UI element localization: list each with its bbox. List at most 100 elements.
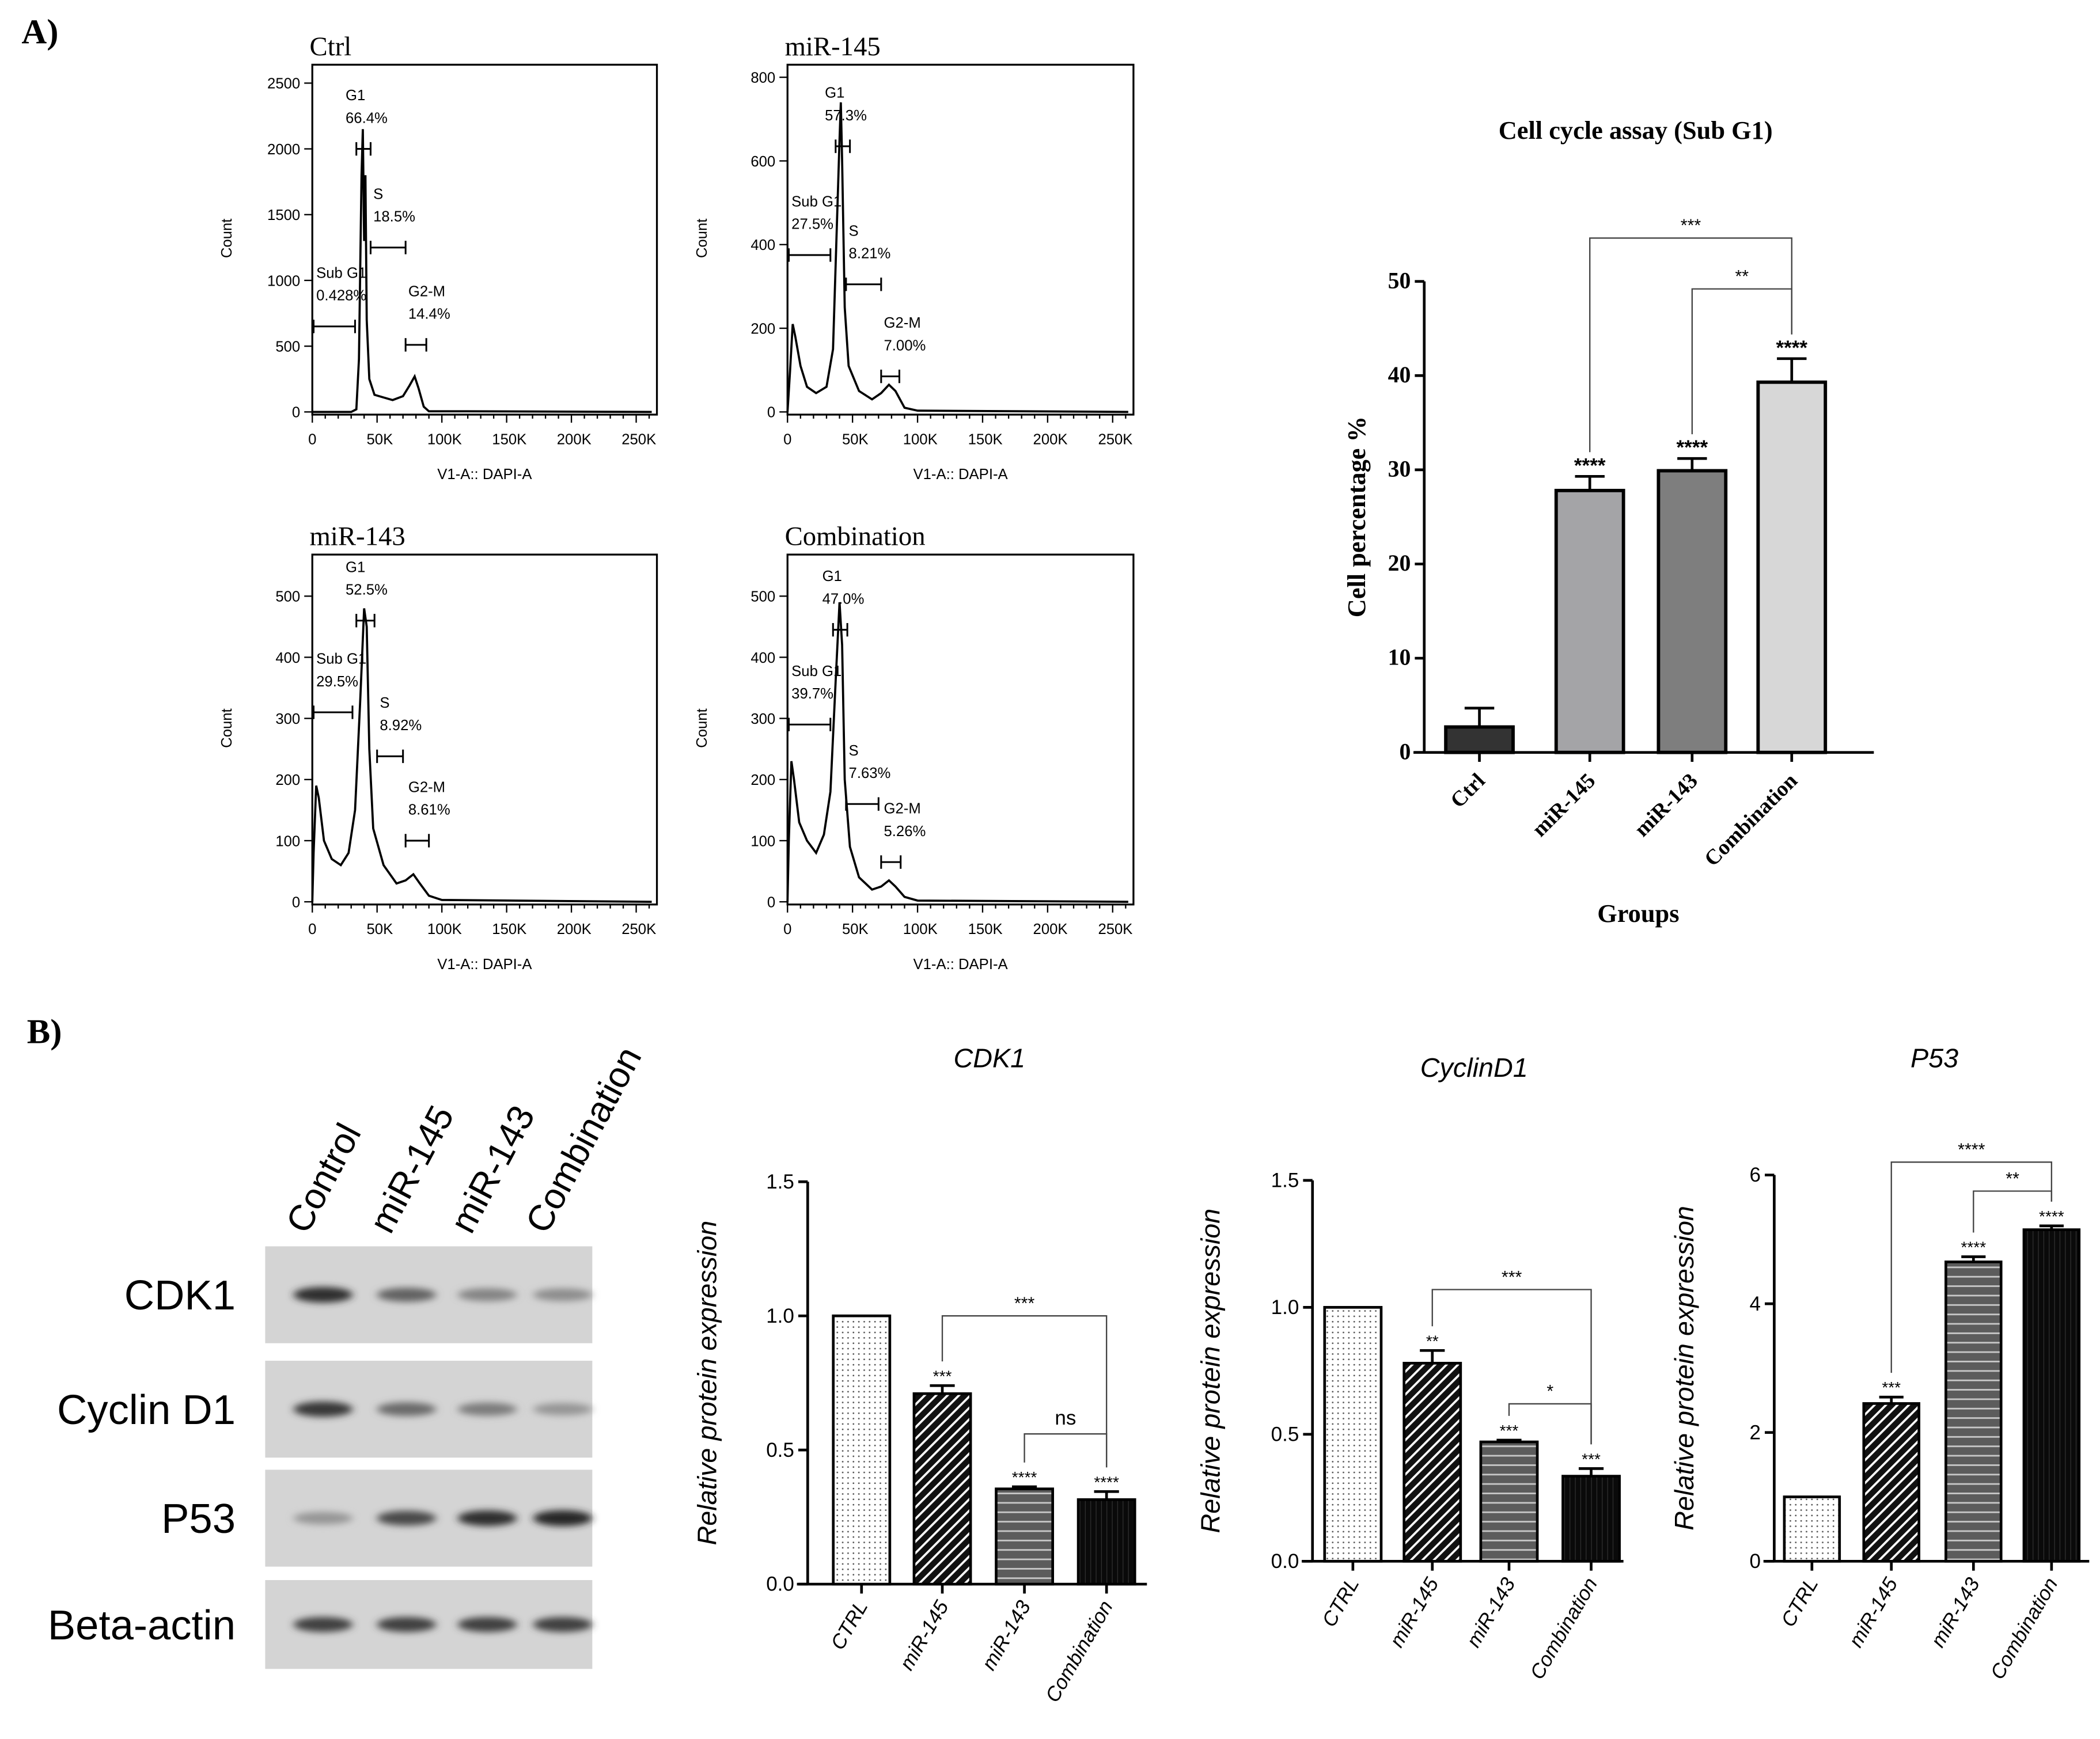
bar	[832, 1314, 892, 1586]
blot-row-beta-actin: Beta-actin	[48, 1580, 593, 1669]
y-tick-label: 800	[750, 70, 775, 86]
gate-percent: 39.7%	[791, 686, 833, 702]
x-tick-label: 250K	[1098, 921, 1132, 937]
x-tick-label: 50K	[842, 921, 869, 937]
histogram-curve	[311, 608, 652, 903]
gate-name: Sub G1	[791, 194, 841, 210]
bar	[1561, 1475, 1621, 1563]
y-tick-label: 300	[275, 711, 300, 727]
x-tick-label: 100K	[427, 431, 462, 447]
gate-name: G2-M	[884, 801, 921, 817]
histogram-combination: Combination 0 100 200 300 400 500 0 50K 100K 150K 2…	[694, 522, 1135, 973]
gate-percent: 8.92%	[380, 717, 422, 734]
blot-row-p53: P53	[161, 1470, 593, 1567]
bar	[1479, 1440, 1539, 1563]
plot-frame	[786, 553, 1135, 906]
gate-name: S	[373, 186, 383, 202]
x-tick-label: 200K	[557, 431, 592, 447]
category-label: miR-143	[1927, 1574, 1984, 1651]
y-tick-label: 0.5	[1271, 1423, 1299, 1446]
bracket-line	[1890, 1161, 2053, 1373]
y-tick-label: 6	[1750, 1164, 1761, 1186]
x-tick-label: 150K	[968, 431, 1003, 447]
protein-label: P53	[161, 1495, 236, 1542]
gate-name: S	[380, 695, 389, 711]
bar	[1862, 1402, 1920, 1563]
histogram-curve	[786, 602, 1128, 903]
gate-percent: 0.428%	[316, 288, 366, 304]
category-label: CTRL	[1318, 1574, 1364, 1631]
gate-name: Sub G1	[791, 663, 841, 679]
y-tick-label: 500	[750, 589, 775, 605]
bar	[1657, 469, 1728, 754]
category-label: miR-145	[1385, 1574, 1443, 1651]
significance-stars: ****	[1776, 337, 1808, 359]
significance-stars: ****	[1574, 454, 1606, 477]
y-axis-label: Count	[219, 219, 235, 259]
gate-g2-m: G2-M 5.26%	[880, 801, 926, 869]
gate-sub-g1: Sub G1 0.428%	[312, 265, 366, 333]
y-tick-label: 1000	[267, 273, 300, 289]
y-tick-label: 600	[750, 154, 775, 170]
x-tick-label: 150K	[492, 921, 526, 937]
gate-name: G2-M	[884, 315, 921, 331]
gate-s: S 8.92%	[376, 695, 422, 764]
y-tick-label: 0	[767, 405, 775, 421]
bar	[1554, 488, 1625, 754]
plot-frame	[311, 63, 658, 416]
significance-stars: ***	[933, 1367, 952, 1385]
y-tick-label: 40	[1388, 362, 1411, 388]
bar	[1783, 1495, 1841, 1563]
y-tick-label: 2000	[267, 142, 300, 158]
gate-percent: 18.5%	[373, 209, 415, 225]
y-tick-label: 1.0	[766, 1305, 794, 1327]
gate-percent: 66.4%	[346, 110, 388, 126]
x-tick-label: 50K	[842, 431, 869, 447]
gate-g1: G1 52.5%	[346, 559, 388, 628]
gate-name: G1	[346, 559, 365, 575]
protein-band	[533, 1617, 593, 1632]
bracket-line	[1589, 237, 1792, 453]
plot-frame	[311, 553, 658, 906]
histogram-ctrl: Ctrl 0 500 1000 1500 2000 2500 0 50K 100K 150K 200K…	[219, 32, 658, 483]
bar-group-ctrl: CTRL	[1318, 1306, 1383, 1631]
y-axis-label: Relative protein expression	[1195, 1209, 1225, 1533]
category-label: miR-145	[896, 1596, 953, 1674]
y-tick-label: 500	[275, 339, 300, 355]
bar-group-combination: **** Combination	[1041, 1473, 1136, 1706]
gate-name: S	[849, 223, 859, 239]
y-tick-label: 400	[750, 650, 775, 666]
gate-g2-m: G2-M 14.4%	[404, 283, 450, 352]
significance-stars: ****	[2039, 1208, 2064, 1225]
gate-percent: 14.4%	[408, 306, 450, 322]
gate-s: S 7.63%	[845, 743, 890, 811]
x-tick-label: 50K	[367, 921, 393, 937]
y-tick-label: 20	[1388, 550, 1411, 576]
gate-s: S 18.5%	[369, 186, 415, 255]
x-tick-label: 0	[783, 921, 791, 937]
plot-frame	[786, 63, 1135, 416]
bar	[1323, 1306, 1383, 1563]
comparison-bracket: ****	[1890, 1140, 2053, 1373]
chart-title: CyclinD1	[1420, 1053, 1528, 1083]
category-label: Combination	[1700, 769, 1802, 871]
x-tick-label: 100K	[903, 431, 938, 447]
significance-stars: ****	[1961, 1239, 1986, 1256]
bar-group-mir-143: **** miR-143	[977, 1468, 1055, 1674]
lane-label: Combination	[518, 1041, 649, 1240]
protein-band	[533, 1403, 593, 1415]
bar-group-ctrl: CTRL	[827, 1314, 892, 1654]
protein-band	[377, 1402, 437, 1417]
y-tick-label: 200	[275, 772, 300, 788]
y-tick-label: 0	[292, 894, 300, 910]
protein-band	[457, 1288, 517, 1301]
category-label: CTRL	[827, 1597, 873, 1654]
histogram-curve	[786, 102, 1128, 413]
bracket-line	[1973, 1190, 2053, 1233]
gate-name: G2-M	[408, 780, 445, 796]
category-label: miR-145	[1844, 1574, 1902, 1651]
gate-name: G1	[822, 568, 842, 584]
bracket-line	[941, 1315, 1108, 1468]
histogram-title: Combination	[785, 522, 926, 552]
